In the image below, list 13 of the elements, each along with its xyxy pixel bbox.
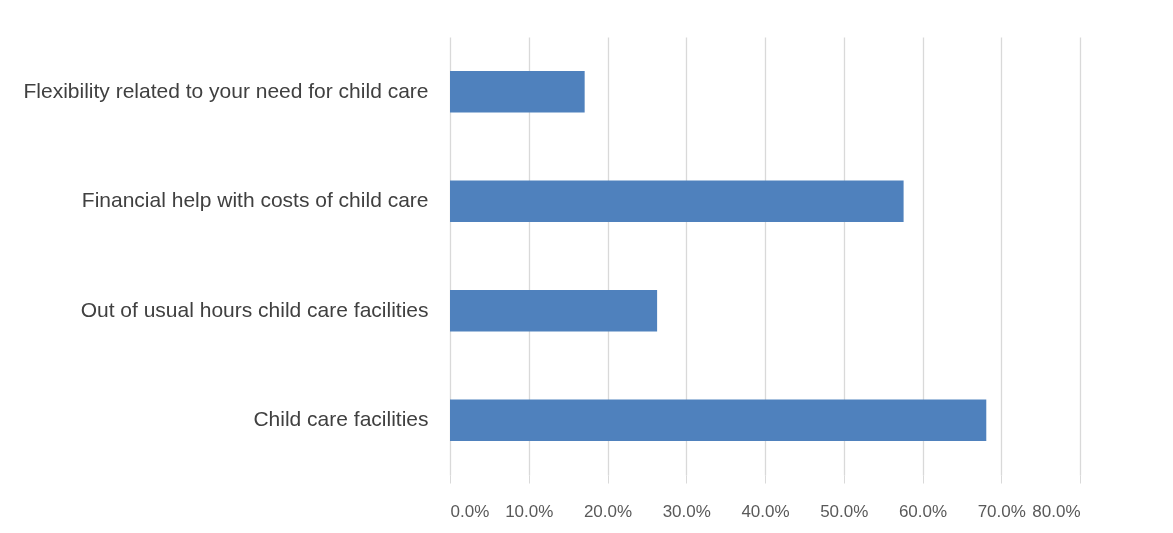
x-tick-label: 0.0% — [450, 501, 490, 521]
x-tick-label: 50.0% — [820, 501, 869, 521]
x-tick-label: 10.0% — [505, 501, 554, 521]
x-tick-label: 60.0% — [898, 501, 948, 521]
y-tick-label: Child care facilities — [253, 407, 429, 431]
x-tick-label: 30.0% — [662, 501, 711, 521]
y-tick-label: Out of usual hours child care facilities — [80, 297, 429, 321]
x-tick-label: 70.0% — [977, 501, 1026, 521]
y-tick-label: Flexibility related to your need for child care — [23, 78, 429, 102]
x-tick-label: 40.0% — [741, 501, 790, 521]
x-tick-label: 80.0% — [1032, 501, 1081, 521]
y-tick-label: Financial help with costs of child care — [81, 188, 429, 212]
x-tick-label: 20.0% — [583, 501, 633, 521]
